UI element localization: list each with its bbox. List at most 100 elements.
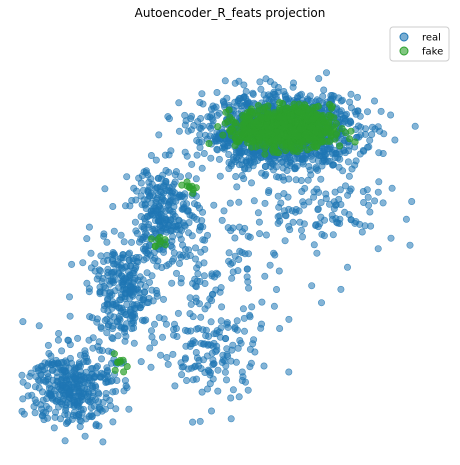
point-fake [261, 103, 269, 111]
point-real [314, 166, 322, 174]
point-real [229, 268, 237, 276]
point-real [83, 235, 91, 243]
point-fake [110, 350, 118, 358]
point-real [249, 89, 257, 97]
point-real [58, 400, 66, 408]
point-real [197, 248, 205, 256]
point-real [245, 165, 253, 173]
point-real [109, 388, 117, 396]
point-fake [327, 104, 335, 112]
point-real [200, 340, 208, 348]
point-real [136, 304, 144, 312]
point-real [112, 405, 120, 413]
point-real [45, 349, 53, 357]
point-real [225, 249, 233, 257]
point-real [86, 313, 94, 321]
point-real [201, 279, 209, 287]
point-real [164, 360, 172, 368]
point-real [189, 376, 197, 384]
point-fake [265, 129, 273, 137]
point-real [48, 361, 56, 369]
point-fake [245, 135, 253, 143]
point-real [345, 172, 353, 180]
point-real [265, 187, 273, 195]
point-real [64, 336, 72, 344]
point-real [336, 215, 344, 223]
point-real [95, 272, 103, 280]
point-real [233, 183, 241, 191]
point-real [319, 154, 327, 162]
point-real [244, 98, 252, 106]
point-real [246, 233, 254, 241]
point-real [313, 249, 321, 257]
point-real [150, 339, 158, 347]
point-real [108, 334, 116, 342]
point-fake [116, 358, 124, 366]
point-real [113, 318, 121, 326]
point-real [63, 359, 71, 367]
point-fake [346, 135, 354, 143]
point-real [268, 160, 276, 168]
point-real [113, 261, 121, 269]
point-real [229, 341, 237, 349]
point-real [214, 387, 222, 395]
point-real [204, 301, 212, 309]
point-real [173, 226, 181, 234]
point-real [81, 347, 89, 355]
point-real [304, 176, 312, 184]
point-fake [295, 132, 303, 140]
point-real [150, 248, 158, 256]
point-real [204, 231, 212, 239]
point-real [148, 272, 156, 280]
point-real [133, 187, 141, 195]
point-real [310, 241, 318, 249]
point-real [257, 320, 265, 328]
point-real [130, 339, 138, 347]
point-real [162, 320, 170, 328]
point-real [91, 267, 99, 275]
point-real [208, 297, 216, 305]
point-real [48, 394, 56, 402]
point-real [155, 131, 163, 139]
point-real [285, 205, 293, 213]
point-real [44, 414, 52, 422]
point-fake [235, 138, 243, 146]
point-real [49, 376, 57, 384]
point-real [337, 285, 345, 293]
point-real [186, 310, 194, 318]
point-real [62, 383, 70, 391]
point-real [171, 320, 179, 328]
point-real [140, 186, 148, 194]
point-real [345, 142, 353, 150]
point-real [91, 373, 99, 381]
point-fake [290, 128, 298, 136]
point-real [206, 380, 214, 388]
point-real [317, 175, 325, 183]
point-real [121, 328, 129, 336]
point-real [261, 272, 269, 280]
point-real [275, 267, 283, 275]
point-real [199, 208, 207, 216]
point-real [146, 344, 154, 352]
point-real [73, 397, 81, 405]
point-real [115, 284, 123, 292]
point-real [402, 215, 410, 223]
point-real [188, 160, 196, 168]
point-real [180, 363, 188, 371]
point-real [194, 118, 202, 126]
point-fake [271, 136, 279, 144]
point-real [66, 293, 74, 301]
point-real [138, 316, 146, 324]
point-real [216, 288, 224, 296]
point-real [308, 282, 316, 290]
point-real [161, 151, 169, 159]
point-real [141, 233, 149, 241]
point-real [281, 93, 289, 101]
point-real [210, 339, 218, 347]
point-real [224, 352, 232, 360]
point-real [87, 249, 95, 257]
point-real [84, 357, 92, 365]
point-real [235, 255, 243, 263]
point-real [151, 254, 159, 262]
point-real [175, 99, 183, 107]
